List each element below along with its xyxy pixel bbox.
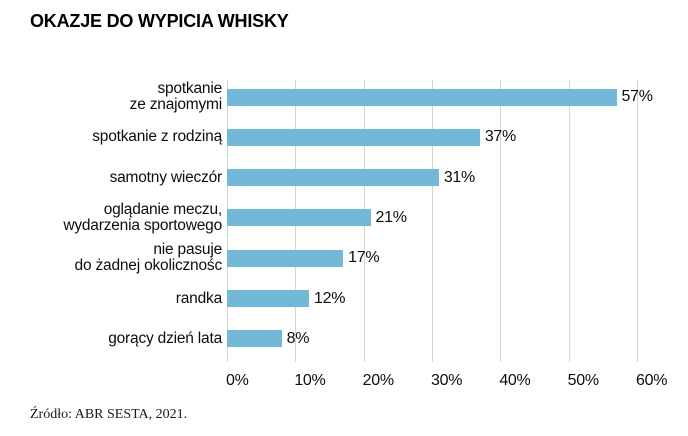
category-label: oglądanie meczu, wydarzenia sportowego [63,200,222,234]
gridline [500,80,502,362]
category-label: samotny wieczór [109,168,223,186]
bar-value-label: 21% [375,208,407,226]
bar-value-label: 8% [286,329,310,347]
bar-value-label: 37% [484,128,516,146]
bar-value-label: 31% [443,168,475,186]
x-tick-label: 0% [226,372,249,389]
chart-title: OKAZJE DO WYPICIA WHISKY [30,11,289,31]
category-label: gorący dzień lata [108,329,222,347]
bar [227,209,371,227]
x-tick-label: 10% [294,372,326,389]
x-tick-label: 60% [636,372,668,389]
bar [227,249,344,267]
bar-value-label: 57% [621,88,653,105]
source-note: Źródło: ABR SESTA, 2021. [30,407,188,422]
x-tick-label: 40% [499,372,531,389]
bar-value-label: 17% [348,249,380,267]
bar-value-label: 12% [314,289,346,307]
bar [227,169,439,187]
x-tick-label: 50% [567,372,599,389]
bar [227,88,617,106]
bar [227,330,282,348]
gridline [637,80,638,362]
category-label: nie pasuje do żadnej okolicznośc [74,241,223,275]
category-label: spotkanie ze znajomymi [129,80,223,113]
bar [227,290,309,308]
gridline [568,80,570,362]
category-label: randka [175,289,222,307]
x-tick-label: 30% [431,372,463,389]
category-label: spotkanie z rodziną [92,128,222,146]
gridline [432,80,433,362]
bar [227,128,480,146]
x-tick-label: 20% [362,372,394,389]
